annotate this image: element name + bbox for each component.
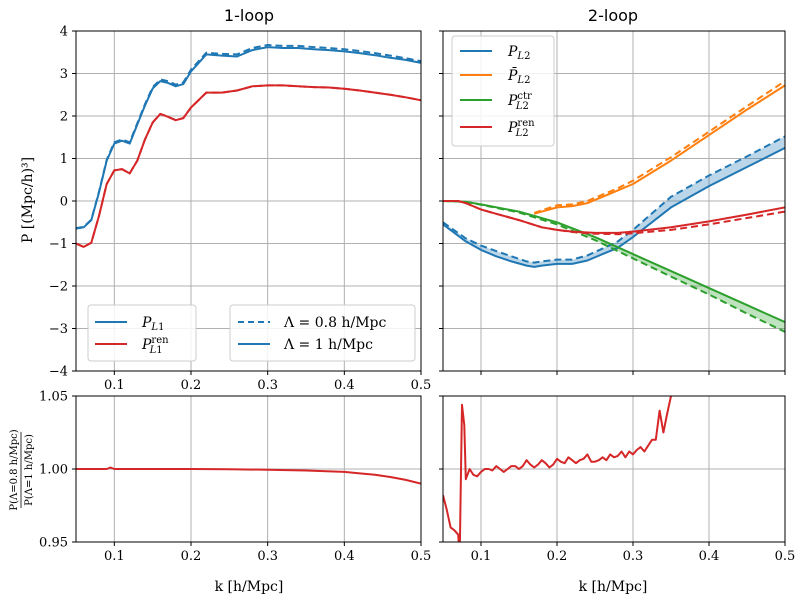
xlabel-right: k [h/Mpc]: [579, 579, 648, 595]
xlabel-left: k [h/Mpc]: [215, 579, 284, 595]
series-line: [443, 147, 785, 268]
ylabel-ratio: P(Λ=0.8 h/Mpc) P(Λ=1 h/Mpc): [9, 429, 35, 510]
legend-label-lambda-08: Λ = 0.8 h/Mpc: [283, 315, 386, 331]
series-line: [443, 200, 785, 234]
tick-label-y: −2: [49, 280, 68, 295]
ylabel-ratio-numerator: P(Λ=0.8 h/Mpc): [9, 429, 20, 510]
tick-label-y: 2: [60, 110, 68, 125]
band-P_L2^ctr (Λ=1): [443, 201, 785, 332]
tick-label-y: 3: [60, 67, 68, 82]
series-line: [443, 200, 785, 333]
panel-p4: 0.1 0.2 0.3 0.4 0.5: [439, 395, 796, 564]
panel-title-2loop: 2-loop: [588, 6, 638, 25]
tick-label-y: −4: [49, 365, 68, 380]
tick-label-x: 0.2: [547, 549, 568, 564]
tick-label-x: 0.1: [104, 378, 125, 393]
tick-label-x: 0.3: [257, 378, 278, 393]
ylabel-ratio-denominator: P(Λ=1 h/Mpc): [24, 434, 35, 506]
legend-box: [87, 304, 197, 362]
legend-label-PL2ren: Pren L2: [507, 118, 535, 139]
tick-label-y: 1: [60, 152, 68, 167]
tick-label-x: 0.1: [104, 549, 125, 564]
tick-label-y: 1.00: [39, 463, 68, 478]
tick-label-x: 0.5: [411, 549, 432, 564]
tick-label-x: 0.4: [334, 378, 355, 393]
tick-label-y: 4: [60, 25, 68, 40]
series-line: [76, 44, 421, 230]
panel-p2: [439, 30, 786, 375]
legend-label-lambda-1: Λ = 1 h/Mpc: [283, 337, 373, 353]
legend-label-PbarL2: P̄L2: [507, 66, 530, 86]
legend-label-PL2: PL2: [507, 44, 530, 62]
tick-label-x: 0.5: [775, 549, 796, 564]
series-line: [76, 84, 421, 248]
legend-lambda: Λ = 0.8 h/Mpc Λ = 1 h/Mpc: [229, 304, 416, 362]
tick-label-x: 0.5: [411, 378, 432, 393]
series-line: [76, 84, 421, 248]
tick-label-x: 0.3: [623, 549, 644, 564]
tick-label-y: 1.05: [39, 390, 68, 405]
tick-label-x: 0.2: [181, 549, 202, 564]
series-line: [443, 135, 785, 264]
panel-title-1loop: 1-loop: [224, 6, 274, 25]
tick-label-x: 0.1: [471, 549, 492, 564]
series-line: [533, 84, 785, 215]
legend-box: [451, 35, 555, 147]
tick-label-y: −1: [49, 237, 68, 252]
panel-p3: 0.1 0.2 0.3 0.4 0.5 0.95 1.00 1.05: [39, 390, 431, 565]
plot-area: [76, 44, 421, 248]
tick-label-y: −3: [49, 322, 68, 337]
tick-label-x: 0.4: [699, 549, 720, 564]
legend-1loop-series: PL1 Pren L1: [87, 304, 197, 362]
series-line: [443, 200, 785, 236]
legend-label-PL1: PL1: [141, 315, 164, 333]
plot-area: [76, 466, 421, 485]
plot-area: [443, 80, 785, 333]
legend-box: [229, 304, 416, 362]
tick-label-x: 0.4: [334, 549, 355, 564]
tick-label-x: 0.3: [257, 549, 278, 564]
tick-label-x: 0.2: [181, 378, 202, 393]
series-line: [443, 396, 672, 542]
series-line: [76, 466, 421, 485]
series-line: [533, 80, 785, 214]
tick-label-y: 0.95: [39, 536, 68, 551]
legend-2loop: PL2 P̄L2 Pctr L2 Pren L2: [451, 35, 555, 147]
tick-label-y: 0: [60, 195, 68, 210]
legend-label-PL1ren: Pren L1: [141, 335, 169, 356]
ylabel-power: P [(Mpc/h)³]: [20, 157, 36, 243]
plot-area: [443, 396, 672, 542]
panel-p1: 0.1 0.2 0.3 0.4 0.5 −4 −3 −2 −1 0 1 2 3 4: [49, 25, 432, 394]
legend-label-PL2ctr: Pctr L2: [507, 91, 532, 112]
